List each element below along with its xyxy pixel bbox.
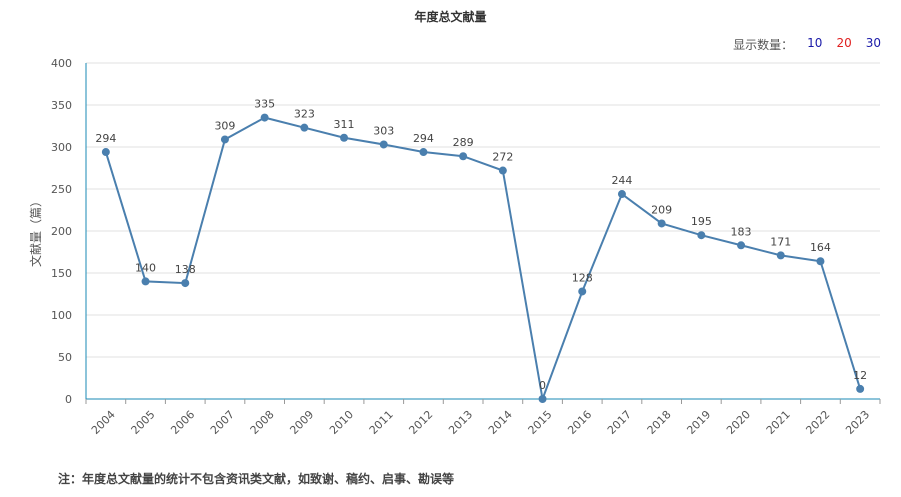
x-tick-label: 2004 [89, 408, 118, 437]
data-point [141, 277, 150, 286]
display-count-30[interactable]: 30 [865, 36, 881, 50]
data-point [617, 190, 626, 199]
data-label: 309 [214, 119, 235, 132]
x-tick-label: 2008 [248, 408, 277, 437]
data-point [220, 135, 229, 144]
display-count-20[interactable]: 20 [836, 36, 852, 50]
x-tick-label: 2015 [526, 408, 555, 437]
data-point [498, 166, 507, 175]
data-label: 209 [651, 203, 672, 216]
x-tick-label: 2010 [327, 408, 356, 437]
data-point [856, 384, 865, 393]
data-point [300, 123, 309, 132]
y-tick-label: 100 [51, 309, 72, 322]
y-tick-label: 150 [51, 267, 72, 280]
data-label: 335 [254, 98, 275, 111]
x-tick-label: 2012 [406, 408, 435, 437]
data-point [181, 279, 190, 288]
y-tick-label: 0 [65, 393, 72, 406]
x-tick-label: 2022 [803, 408, 832, 437]
y-axis-label: 文献量（篇） [28, 195, 43, 267]
x-tick-label: 2021 [764, 408, 793, 437]
display-count-10[interactable]: 10 [807, 36, 823, 50]
y-tick-label: 350 [51, 99, 72, 112]
data-label: 303 [373, 124, 394, 137]
x-tick-label: 2016 [565, 408, 594, 437]
data-label: 323 [294, 108, 315, 121]
display-count-label: 显示数量： [733, 38, 794, 52]
data-label: 140 [135, 261, 156, 274]
data-point [697, 231, 706, 240]
y-tick-label: 300 [51, 141, 72, 154]
data-point [419, 148, 428, 157]
data-label: 0 [539, 379, 546, 392]
data-point [776, 251, 785, 260]
x-tick-label: 2013 [446, 408, 475, 437]
y-tick-label: 400 [51, 57, 72, 70]
data-label: 138 [175, 263, 196, 276]
data-label: 195 [691, 215, 712, 228]
data-label: 294 [95, 132, 116, 145]
data-label: 128 [572, 271, 593, 284]
y-tick-label: 200 [51, 225, 72, 238]
data-label: 171 [770, 235, 791, 248]
data-point [379, 140, 388, 149]
data-label: 12 [853, 369, 867, 382]
display-count-selector: 显示数量： 10 20 30 [733, 36, 881, 53]
data-label: 244 [611, 174, 632, 187]
x-tick-label: 2007 [208, 408, 237, 437]
x-tick-label: 2018 [645, 408, 674, 437]
x-tick-label: 2020 [724, 408, 753, 437]
data-point [260, 113, 269, 122]
x-tick-label: 2005 [129, 408, 158, 437]
x-tick-label: 2006 [168, 408, 197, 437]
y-tick-label: 250 [51, 183, 72, 196]
footnote: 注：年度总文献量的统计不包含资讯类文献，如致谢、稿约、启事、勘误等 [58, 472, 455, 486]
data-point [101, 148, 110, 157]
data-label: 272 [492, 151, 513, 164]
data-label: 311 [334, 118, 355, 131]
chart-title: 年度总文献量 [414, 10, 487, 24]
y-tick-label: 50 [58, 351, 72, 364]
x-tick-label: 2014 [486, 408, 515, 437]
data-point [737, 241, 746, 250]
x-tick-label: 2017 [605, 408, 634, 437]
x-tick-label: 2023 [843, 408, 872, 437]
x-tick-label: 2019 [684, 408, 713, 437]
data-point [459, 152, 468, 161]
data-label: 164 [810, 241, 831, 254]
data-point [538, 395, 547, 403]
data-point [578, 287, 587, 296]
x-tick-label: 2011 [367, 408, 396, 437]
data-label: 183 [731, 225, 752, 238]
series-line [104, 116, 862, 403]
x-tick-label: 2009 [287, 408, 316, 437]
data-point [340, 133, 349, 142]
data-label: 294 [413, 132, 434, 145]
data-label: 289 [453, 136, 474, 149]
data-point [657, 219, 666, 228]
data-point [816, 257, 825, 266]
